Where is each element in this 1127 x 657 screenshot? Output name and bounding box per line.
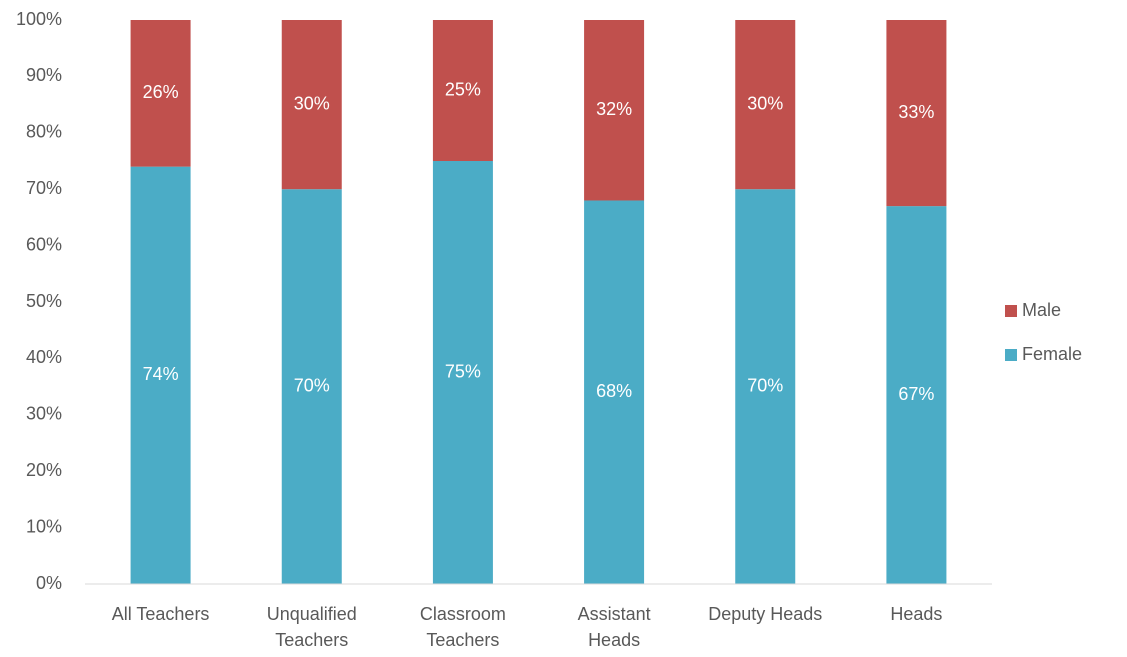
y-tick-label: 80%	[26, 122, 62, 142]
bar-segment	[130, 166, 191, 584]
data-label: 33%	[898, 102, 934, 122]
data-label: 67%	[898, 384, 934, 404]
y-tick-label: 10%	[26, 516, 62, 536]
y-tick-label: 70%	[26, 178, 62, 198]
data-label: 70%	[747, 375, 783, 395]
legend-label: Male	[1022, 300, 1061, 320]
y-tick-label: 20%	[26, 460, 62, 480]
data-label: 30%	[747, 93, 783, 113]
bar-segment	[281, 20, 342, 190]
data-label: 75%	[445, 361, 481, 381]
bar-segment	[735, 20, 796, 190]
data-label: 32%	[596, 99, 632, 119]
x-tick-label: Deputy Heads	[708, 604, 823, 624]
legend-swatch	[1005, 305, 1017, 317]
data-label: 30%	[294, 93, 330, 113]
y-tick-label: 90%	[26, 65, 62, 85]
y-tick-label: 100%	[16, 9, 62, 29]
data-label: 74%	[143, 364, 179, 384]
x-tick-label: Unqualified Teachers	[266, 604, 357, 650]
legend-swatch	[1005, 349, 1017, 361]
bar-segment	[432, 161, 493, 584]
data-label: 68%	[596, 381, 632, 401]
x-tick-label: All Teachers	[111, 604, 210, 624]
y-tick-label: 30%	[26, 404, 62, 424]
y-tick-label: 60%	[26, 234, 62, 254]
x-tick-label: Classroom Teachers	[419, 604, 506, 650]
y-tick-label: 50%	[26, 291, 62, 311]
bar-segment	[735, 189, 796, 584]
legend-label: Female	[1022, 344, 1082, 364]
data-label: 25%	[445, 79, 481, 99]
bar-segment	[886, 206, 947, 584]
data-label: 26%	[143, 82, 179, 102]
bar-segment	[281, 189, 342, 584]
bar-segment	[130, 20, 191, 167]
data-label: 70%	[294, 375, 330, 395]
bar-segment	[432, 20, 493, 161]
x-tick-label: Heads	[890, 604, 943, 624]
y-tick-label: 40%	[26, 347, 62, 367]
bar-segment	[886, 20, 947, 207]
bar-segment	[584, 200, 645, 585]
y-tick-label: 0%	[36, 573, 62, 593]
x-tick-label: Assistant Heads	[577, 604, 651, 650]
bar-segment	[584, 20, 645, 201]
